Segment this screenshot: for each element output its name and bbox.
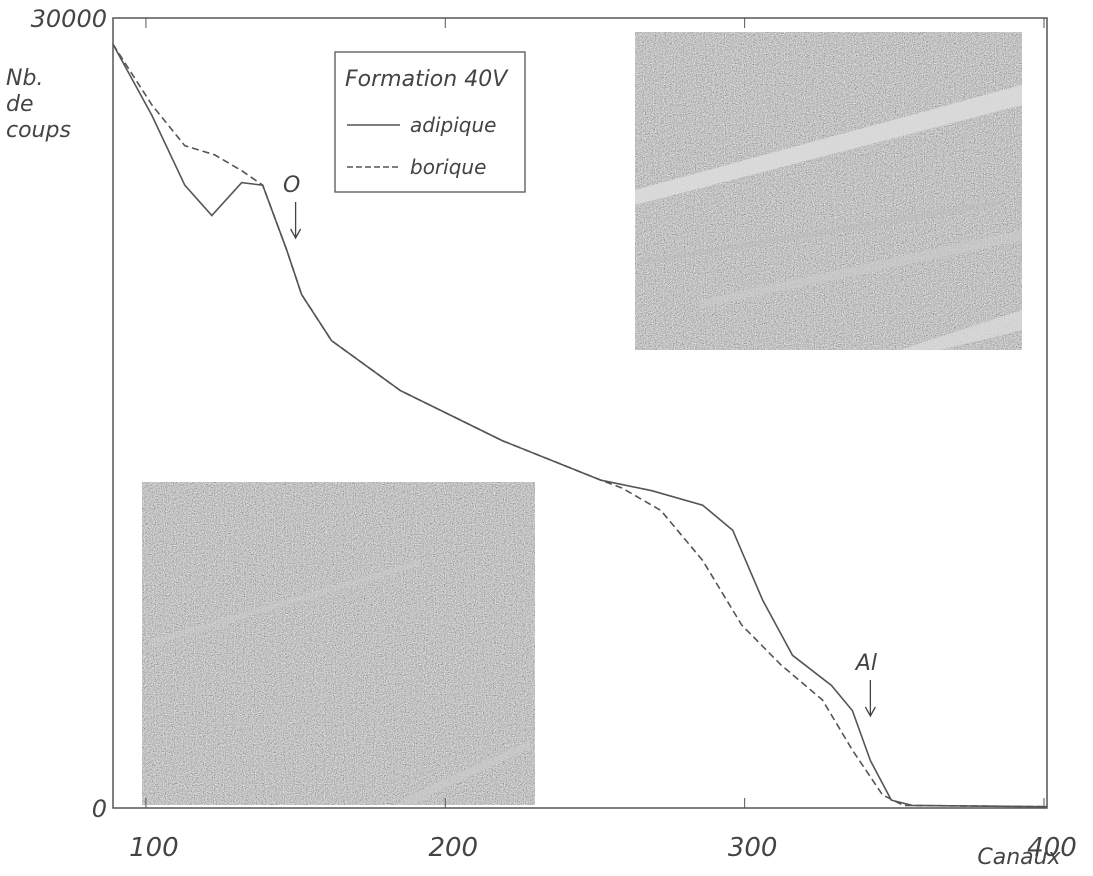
inset-image-top: [635, 32, 1022, 350]
y-tick-label: 0: [92, 795, 107, 823]
x-tick-label: 300: [728, 833, 778, 863]
annotation-label: Al: [854, 651, 877, 676]
line-borique: [112, 43, 1048, 808]
annotation-arrow: [864, 680, 876, 718]
plot-frame: [112, 17, 1048, 809]
y-tick-label: 30000: [31, 5, 107, 33]
legend-label: adipique: [410, 113, 496, 137]
x-axis-label: Canaux: [977, 845, 1061, 870]
annotation-arrow: [290, 202, 302, 240]
y-axis-label: Nb. de coups: [6, 66, 71, 143]
legend-box: [334, 51, 526, 193]
x-tick-label: 200: [428, 833, 478, 863]
x-tick-label: 100: [129, 833, 179, 863]
annotation-label: O: [283, 173, 300, 198]
legend-title: Formation 40V: [345, 67, 509, 92]
x-tick-label: 400: [1027, 833, 1077, 863]
inset-image-bottom: [142, 482, 535, 805]
legend-label: borique: [410, 155, 486, 179]
legend: Formation 40V: [334, 51, 526, 193]
